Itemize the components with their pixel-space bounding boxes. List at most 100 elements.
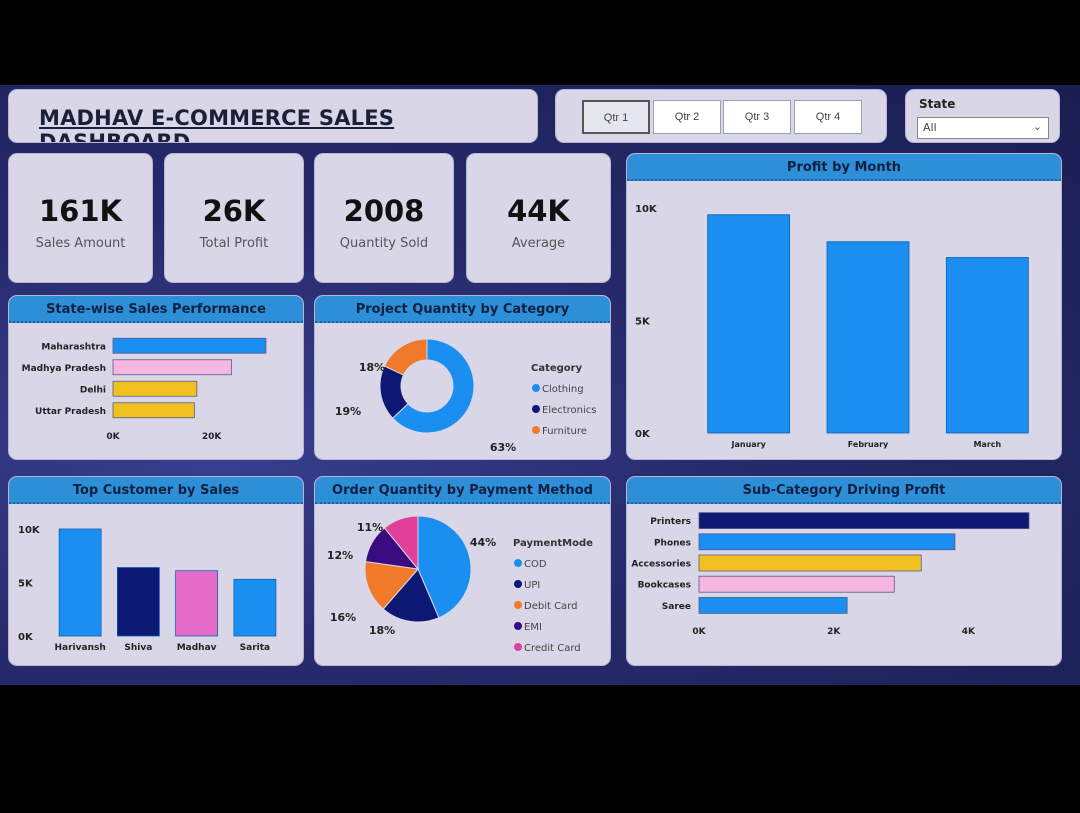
state-dropdown-value: All xyxy=(923,121,937,134)
top-customer-card: Top Customer by Sales 0K 5K 10K Harivansh Sh… xyxy=(8,476,304,666)
qtr-2-button[interactable]: Qtr 2 xyxy=(653,100,721,134)
chart-title: Top Customer by Sales xyxy=(9,477,303,504)
slice-label: 16% xyxy=(330,611,356,624)
legend-swatch xyxy=(514,643,522,651)
bar xyxy=(116,567,160,637)
pie-slice xyxy=(417,515,472,619)
top-customer-chart: 0K 5K 10K Harivansh Shiva Madhav Sarita xyxy=(18,525,277,653)
chart-title: Project Quantity by Category xyxy=(315,296,610,323)
kpi-card-quantity-sold: 2008 Quantity Sold xyxy=(314,153,454,283)
profit-by-month-card: Profit by Month 0K 5K 10K January February Ma… xyxy=(626,153,1062,460)
bar xyxy=(707,214,791,434)
bar xyxy=(112,380,198,397)
legend-title: Category xyxy=(531,363,583,374)
slice-label: 11% xyxy=(357,521,383,534)
legend-swatch xyxy=(514,601,522,609)
kpi-value: 2008 xyxy=(343,194,425,228)
category-label: Bookcases xyxy=(638,581,691,591)
category-label: Delhi xyxy=(80,385,106,395)
bar xyxy=(58,528,102,637)
legend-label: UPI xyxy=(524,580,540,591)
state-dropdown[interactable]: All ⌄ xyxy=(917,117,1049,139)
bar xyxy=(698,512,1030,530)
bar xyxy=(945,257,1029,434)
x-tick-label: Shiva xyxy=(124,643,152,653)
title-card: MADHAV E-COMMERCE SALES DASHBOARD xyxy=(8,89,538,143)
kpi-value: 26K xyxy=(202,194,266,228)
chart-title: Sub-Category Driving Profit xyxy=(627,477,1061,504)
state-sales-chart: Maharashtra Madhya Pradesh Delhi Uttar Prad… xyxy=(22,337,267,442)
y-tick-label: 0K xyxy=(635,429,651,440)
category-label: Madhya Pradesh xyxy=(22,364,106,374)
x-tick-label: March xyxy=(973,440,1001,449)
category-quantity-chart: 63% 19% 18% Category Clothing Electronics Furn… xyxy=(335,338,597,454)
slice-label: 18% xyxy=(359,361,385,374)
legend-label: COD xyxy=(524,559,547,570)
x-tick-label: 4K xyxy=(962,627,976,637)
chart-title: State-wise Sales Performance xyxy=(9,296,303,323)
qtr-1-button[interactable]: Qtr 1 xyxy=(582,100,650,134)
qtr-3-button[interactable]: Qtr 3 xyxy=(723,100,791,134)
bar xyxy=(698,575,895,593)
bar xyxy=(233,578,277,637)
x-tick-label: January xyxy=(731,440,767,449)
pie-slice xyxy=(383,338,428,376)
y-tick-label: 10K xyxy=(18,525,41,536)
chevron-down-icon: ⌄ xyxy=(1032,120,1042,133)
bar xyxy=(826,241,910,434)
legend-label: EMI xyxy=(524,622,542,633)
x-tick-label: Harivansh xyxy=(55,643,106,653)
y-tick-label: 0K xyxy=(18,632,34,643)
state-sales-card: State-wise Sales Performance Maharashtra… xyxy=(8,295,304,460)
pie-slice xyxy=(382,568,440,623)
kpi-label: Average xyxy=(511,236,566,251)
kpi-label: Sales Amount xyxy=(35,236,126,251)
profit-by-month-chart: 0K 5K 10K January February March xyxy=(635,204,1029,449)
x-tick-label: February xyxy=(848,440,889,449)
y-tick-label: 5K xyxy=(635,317,651,328)
bar xyxy=(698,554,922,572)
x-tick-label: 0K xyxy=(106,432,120,442)
legend-label: Electronics xyxy=(542,405,597,416)
x-tick-label: Sarita xyxy=(240,643,270,653)
slice-label: 44% xyxy=(470,536,496,549)
kpi-label: Total Profit xyxy=(199,236,269,251)
category-label: Saree xyxy=(662,602,691,612)
slice-label: 63% xyxy=(490,441,516,454)
y-tick-label: 10K xyxy=(635,204,658,215)
payment-quantity-chart: 44% 18% 16% 12% 11% PaymentMode COD UPI Debit Ca… xyxy=(327,515,593,654)
bar xyxy=(175,570,219,637)
bar xyxy=(698,533,956,551)
legend-swatch xyxy=(514,559,522,567)
category-quantity-card: Project Quantity by Category 63% 19% 18% Ca… xyxy=(314,295,611,460)
legend-title: PaymentMode xyxy=(513,538,593,549)
category-label: Accessories xyxy=(631,560,691,570)
bar xyxy=(698,597,848,614)
slice-label: 19% xyxy=(335,405,361,418)
bar xyxy=(112,337,267,354)
legend-swatch xyxy=(532,405,540,413)
x-tick-label: Madhav xyxy=(177,643,217,653)
legend-swatch xyxy=(514,622,522,630)
x-tick-label: 0K xyxy=(692,627,706,637)
chart-title: Profit by Month xyxy=(627,154,1061,181)
chart-title: Order Quantity by Payment Method xyxy=(315,477,610,504)
legend-label: Credit Card xyxy=(524,643,581,654)
dashboard-canvas: MADHAV E-COMMERCE SALES DASHBOARD Qtr 1 … xyxy=(0,85,1080,685)
payment-quantity-card: Order Quantity by Payment Method 44% 18% 1… xyxy=(314,476,611,666)
subcategory-profit-chart: Printers Phones Accessories Bookcases Saree 0… xyxy=(631,512,1030,637)
qtr-4-button[interactable]: Qtr 4 xyxy=(794,100,862,134)
slice-label: 18% xyxy=(369,624,395,637)
legend-swatch xyxy=(532,426,540,434)
category-label: Phones xyxy=(654,538,691,548)
legend-label: Debit Card xyxy=(524,601,577,612)
category-label: Printers xyxy=(650,517,691,527)
state-filter-label: State xyxy=(919,97,956,111)
legend-swatch xyxy=(532,384,540,392)
kpi-card-average: 44K Average xyxy=(466,153,611,283)
pie-slice xyxy=(392,338,475,434)
slice-label: 12% xyxy=(327,549,353,562)
kpi-value: 44K xyxy=(507,194,570,228)
kpi-label: Quantity Sold xyxy=(339,236,429,251)
x-tick-label: 2K xyxy=(827,627,841,637)
